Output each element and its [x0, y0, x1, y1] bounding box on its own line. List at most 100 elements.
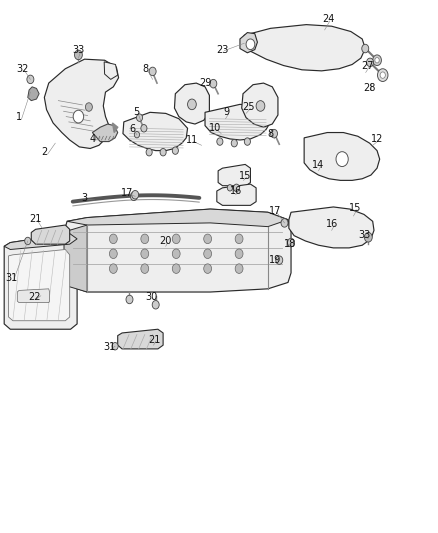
Text: 19: 19: [269, 255, 281, 265]
Circle shape: [210, 79, 217, 88]
Circle shape: [134, 132, 140, 138]
Circle shape: [132, 190, 139, 199]
Circle shape: [85, 103, 92, 111]
Circle shape: [235, 249, 243, 259]
Polygon shape: [113, 123, 118, 133]
Polygon shape: [44, 59, 119, 149]
Polygon shape: [174, 83, 209, 124]
Circle shape: [231, 140, 237, 147]
Text: 17: 17: [268, 206, 281, 216]
Circle shape: [141, 234, 149, 244]
Circle shape: [112, 343, 118, 350]
Text: 10: 10: [209, 123, 222, 133]
Polygon shape: [4, 233, 77, 329]
Circle shape: [244, 138, 251, 146]
Circle shape: [336, 152, 348, 166]
Polygon shape: [92, 124, 118, 142]
Text: 21: 21: [29, 214, 42, 224]
Circle shape: [73, 110, 84, 123]
Text: 2: 2: [41, 147, 47, 157]
Text: 23: 23: [216, 45, 229, 54]
Circle shape: [25, 237, 31, 245]
Text: 16: 16: [230, 186, 243, 196]
Circle shape: [380, 72, 385, 78]
Circle shape: [146, 149, 152, 156]
Text: 31: 31: [6, 273, 18, 283]
Circle shape: [141, 125, 147, 132]
Text: 24: 24: [322, 14, 334, 25]
Text: 32: 32: [16, 64, 29, 74]
Text: 30: 30: [145, 292, 157, 302]
Circle shape: [110, 234, 117, 244]
Polygon shape: [240, 33, 258, 53]
Polygon shape: [17, 289, 49, 303]
Circle shape: [131, 192, 138, 200]
Text: 29: 29: [200, 78, 212, 88]
Circle shape: [172, 234, 180, 244]
Polygon shape: [31, 225, 70, 244]
Polygon shape: [217, 184, 256, 205]
Polygon shape: [28, 87, 39, 101]
Circle shape: [172, 147, 178, 155]
Circle shape: [246, 39, 255, 50]
Circle shape: [362, 44, 369, 53]
Text: 14: 14: [312, 160, 325, 171]
Text: 17: 17: [121, 188, 134, 198]
Polygon shape: [104, 62, 118, 79]
Polygon shape: [67, 209, 288, 227]
Circle shape: [233, 184, 240, 191]
Text: 18: 18: [284, 239, 296, 249]
Text: 20: 20: [159, 236, 172, 246]
Circle shape: [204, 234, 212, 244]
Text: 33: 33: [358, 230, 370, 240]
Polygon shape: [205, 104, 271, 140]
Text: 22: 22: [28, 292, 41, 302]
Circle shape: [141, 264, 149, 273]
Text: 31: 31: [104, 342, 116, 352]
Circle shape: [160, 149, 166, 156]
Circle shape: [172, 249, 180, 259]
Circle shape: [276, 256, 283, 264]
Text: 21: 21: [148, 335, 161, 345]
Circle shape: [149, 67, 156, 76]
Circle shape: [126, 295, 133, 304]
Circle shape: [187, 99, 196, 110]
Circle shape: [235, 264, 243, 273]
Polygon shape: [9, 249, 70, 321]
Circle shape: [288, 238, 294, 247]
Polygon shape: [118, 329, 163, 349]
Circle shape: [204, 249, 212, 259]
Text: 25: 25: [243, 102, 255, 112]
Circle shape: [152, 301, 159, 309]
Polygon shape: [64, 225, 87, 292]
Text: 4: 4: [89, 134, 95, 144]
Polygon shape: [242, 83, 278, 127]
Polygon shape: [242, 25, 365, 71]
Text: 8: 8: [143, 64, 149, 74]
Circle shape: [27, 75, 34, 84]
Circle shape: [110, 249, 117, 259]
Circle shape: [137, 114, 143, 122]
Text: 11: 11: [186, 135, 198, 145]
Circle shape: [367, 58, 374, 67]
Text: 8: 8: [268, 128, 274, 139]
Text: 9: 9: [224, 107, 230, 117]
Circle shape: [378, 69, 388, 82]
Text: 3: 3: [81, 193, 88, 204]
Circle shape: [204, 264, 212, 273]
Circle shape: [271, 130, 278, 138]
Circle shape: [256, 101, 265, 111]
Text: 15: 15: [349, 203, 361, 213]
Circle shape: [172, 264, 180, 273]
Circle shape: [217, 138, 223, 146]
Circle shape: [373, 55, 381, 66]
Circle shape: [110, 264, 117, 273]
Circle shape: [375, 58, 379, 63]
Text: 1: 1: [16, 111, 22, 122]
Polygon shape: [289, 207, 374, 248]
Polygon shape: [218, 165, 251, 185]
Circle shape: [281, 219, 288, 227]
Polygon shape: [304, 133, 380, 180]
Circle shape: [227, 184, 233, 191]
Text: 6: 6: [130, 124, 136, 134]
